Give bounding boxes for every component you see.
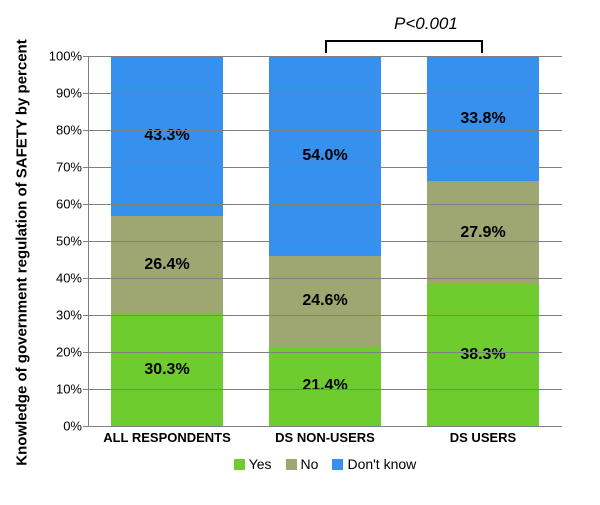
legend-label: Don't know (347, 456, 416, 472)
gridline (88, 130, 562, 131)
y-tick-label: 20% (56, 345, 82, 360)
legend-item: Yes (234, 456, 272, 472)
y-tick-label: 40% (56, 271, 82, 286)
gridline (88, 167, 562, 168)
legend-item: No (286, 456, 319, 472)
gridline (88, 93, 562, 94)
bar-segment: 33.8% (427, 56, 539, 181)
bracket-leg-right (481, 40, 483, 53)
y-tick-label: 70% (56, 160, 82, 175)
bar-segment: 54.0% (269, 56, 381, 256)
y-axis-label-text: Knowledge of government regulation of SA… (14, 39, 31, 465)
gridline (88, 352, 562, 353)
legend: Yes No Don't know (88, 456, 562, 472)
bar-segment: 26.4% (111, 216, 223, 314)
legend-label: Yes (249, 456, 272, 472)
y-tick-label: 10% (56, 382, 82, 397)
gridline (88, 204, 562, 205)
y-tick-label: 100% (49, 49, 82, 64)
legend-swatch (234, 459, 245, 470)
legend-label: No (301, 456, 319, 472)
gridline (88, 426, 562, 427)
significance-bracket (325, 40, 483, 42)
legend-swatch (332, 459, 343, 470)
gridline (88, 389, 562, 390)
bar-segment: 43.3% (111, 56, 223, 216)
x-axis-label: DS NON-USERS (250, 430, 400, 445)
bar-segment: 21.4% (269, 347, 381, 426)
y-tick-label: 0% (63, 419, 82, 434)
y-tick-label: 80% (56, 123, 82, 138)
y-tick-label: 50% (56, 234, 82, 249)
y-tick-label: 90% (56, 86, 82, 101)
gridline (88, 278, 562, 279)
x-axis-label: ALL RESPONDENTS (92, 430, 242, 445)
y-tick-label: 30% (56, 308, 82, 323)
legend-swatch (286, 459, 297, 470)
y-tick-label: 60% (56, 197, 82, 212)
x-axis-label: DS USERS (408, 430, 558, 445)
bar-segment: 24.6% (269, 256, 381, 347)
y-tick-mark (83, 426, 88, 427)
gridline (88, 56, 562, 57)
plot-area: 30.3%26.4%43.3% 21.4%24.6%54.0% 38.3%27.9%… (88, 56, 562, 426)
gridline (88, 315, 562, 316)
bar-segment: 27.9% (427, 181, 539, 284)
y-axis-label: Knowledge of government regulation of SA… (0, 0, 52, 505)
bar-segment: 30.3% (111, 314, 223, 426)
p-value-annotation: P<0.001 (394, 14, 458, 34)
legend-item: Don't know (332, 456, 416, 472)
bar-segment: 38.3% (427, 284, 539, 426)
chart-container: Knowledge of government regulation of SA… (0, 0, 600, 505)
bracket-leg-left (325, 40, 327, 53)
x-axis-labels: ALL RESPONDENTS DS NON-USERS DS USERS (88, 430, 562, 445)
gridline (88, 241, 562, 242)
y-axis-line (88, 56, 89, 426)
